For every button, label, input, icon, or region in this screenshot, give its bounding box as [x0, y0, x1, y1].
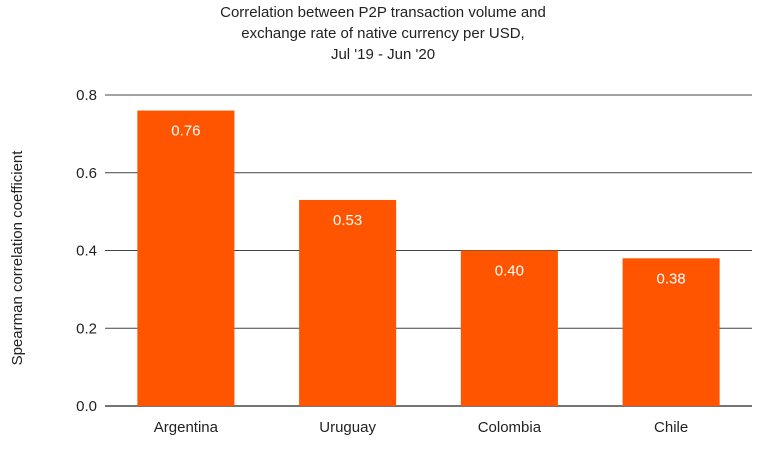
data-label: 0.53	[333, 212, 362, 229]
x-tick-label: Uruguay	[319, 419, 376, 436]
bar-colombia	[460, 250, 558, 406]
x-tick-label: Argentina	[154, 419, 219, 436]
bars: 0.76 0.53 0.40 0.38	[137, 110, 720, 407]
bar-chile	[622, 258, 720, 406]
x-axis-labels: Argentina Uruguay Colombia Chile	[154, 419, 688, 436]
x-tick-label: Colombia	[478, 419, 542, 436]
y-tick-label: 0.6	[76, 165, 97, 182]
y-tick-label: 0.0	[76, 398, 97, 415]
y-tick-label: 0.4	[76, 243, 97, 260]
bar-uruguay	[299, 199, 397, 406]
chart-title-line-3: Jul '19 - Jun '20	[331, 46, 435, 63]
data-label: 0.38	[657, 270, 686, 287]
chart-title-line-1: Correlation between P2P transaction volu…	[220, 4, 546, 21]
x-tick-label: Chile	[654, 419, 688, 436]
chart-title: Correlation between P2P transaction volu…	[220, 4, 546, 63]
y-tick-label: 0.2	[76, 320, 97, 337]
bar-argentina	[137, 110, 235, 407]
y-axis-ticks: 0.0 0.2 0.4 0.6 0.8	[76, 87, 97, 415]
data-label: 0.76	[171, 123, 200, 140]
chart-title-line-2: exchange rate of native currency per USD…	[241, 25, 524, 42]
y-tick-label: 0.8	[76, 87, 97, 104]
data-label: 0.40	[495, 263, 524, 280]
y-axis-title: Spearman correlation coefficient	[9, 150, 26, 366]
